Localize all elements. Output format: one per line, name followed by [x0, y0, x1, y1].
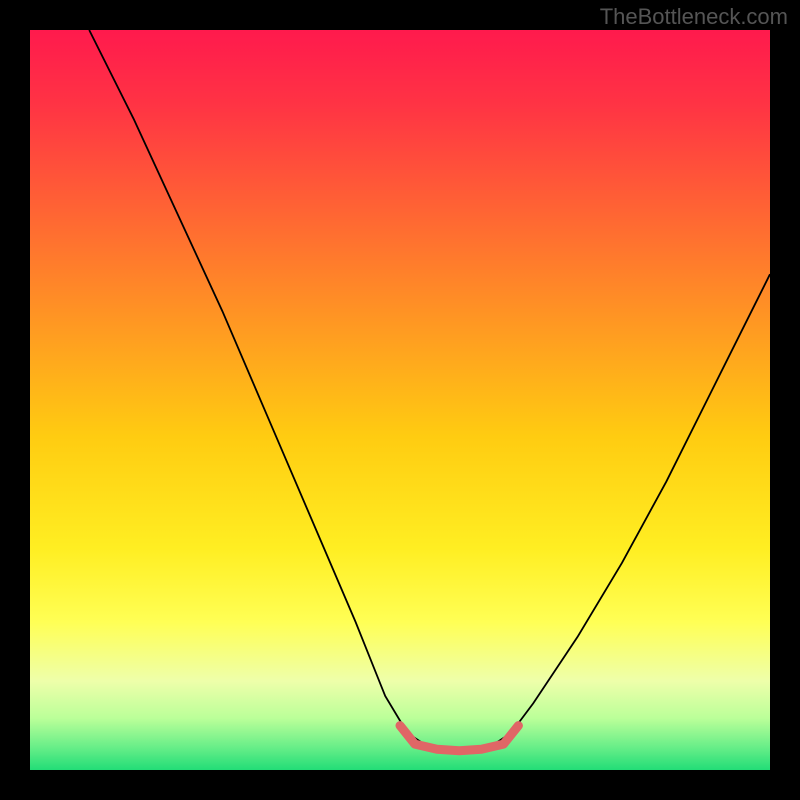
- bottleneck-chart: [0, 0, 800, 800]
- watermark-text: TheBottleneck.com: [600, 4, 788, 30]
- chart-container: TheBottleneck.com: [0, 0, 800, 800]
- plot-background: [30, 30, 770, 770]
